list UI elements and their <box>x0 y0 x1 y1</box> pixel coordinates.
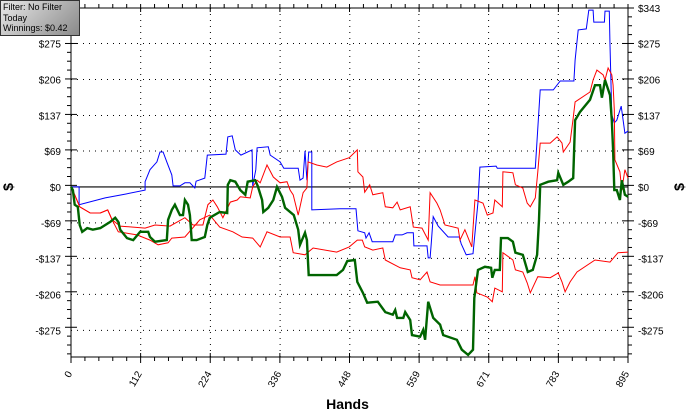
y-tick-label-right: $343 <box>638 4 661 15</box>
y-tick-label-right: -$206 <box>638 290 664 301</box>
x-tick-label: 0 <box>63 369 76 380</box>
y-tick-label-right: $137 <box>638 111 661 122</box>
y-tick-label-right: -$275 <box>638 326 664 337</box>
filter-label: Filter: No Filter <box>3 2 63 12</box>
x-axis-label: Hands <box>326 396 369 412</box>
series-line-2 <box>70 186 629 303</box>
y-tick-label-left: $137 <box>39 111 62 122</box>
y-tick-label-left: -$137 <box>35 254 61 265</box>
series-line-1 <box>70 66 629 248</box>
series-line-3 <box>69 79 629 357</box>
y-tick-label-left: -$206 <box>35 290 61 301</box>
y-tick-label-left: $206 <box>39 75 62 86</box>
y-axis-label-left: $ <box>0 183 16 191</box>
y-tick-label-right: $275 <box>638 39 661 50</box>
y-tick-label-right: $0 <box>638 183 650 194</box>
y-tick-label-left: $0 <box>50 183 62 194</box>
series-line-0 <box>71 9 629 259</box>
x-tick-label: 224 <box>197 369 215 389</box>
x-tick-label: 671 <box>475 369 493 389</box>
y-tick-label-left: -$69 <box>41 219 61 230</box>
y-tick-label-right: -$137 <box>638 254 664 265</box>
filter-info-box: Filter: No Filter Today Winnings: $0.42 <box>0 0 80 36</box>
winnings-label: Winnings: $0.42 <box>3 23 68 33</box>
y-tick-label-left: $69 <box>44 147 61 158</box>
x-tick-label: 895 <box>614 369 632 389</box>
x-tick-label: 783 <box>545 369 563 389</box>
y-tick-label-left: -$275 <box>35 326 61 337</box>
x-tick-label: 559 <box>405 369 423 389</box>
x-tick-label: 336 <box>266 369 284 389</box>
y-tick-label-left: $275 <box>39 39 62 50</box>
y-tick-label-right: -$69 <box>638 219 658 230</box>
x-tick-label: 448 <box>336 369 354 389</box>
period-label: Today <box>3 12 28 23</box>
y-tick-label-right: $206 <box>638 75 661 86</box>
x-tick-label: 112 <box>127 369 145 389</box>
y-tick-label-right: $69 <box>638 147 655 158</box>
y-axis-label-right: $ <box>671 183 687 191</box>
